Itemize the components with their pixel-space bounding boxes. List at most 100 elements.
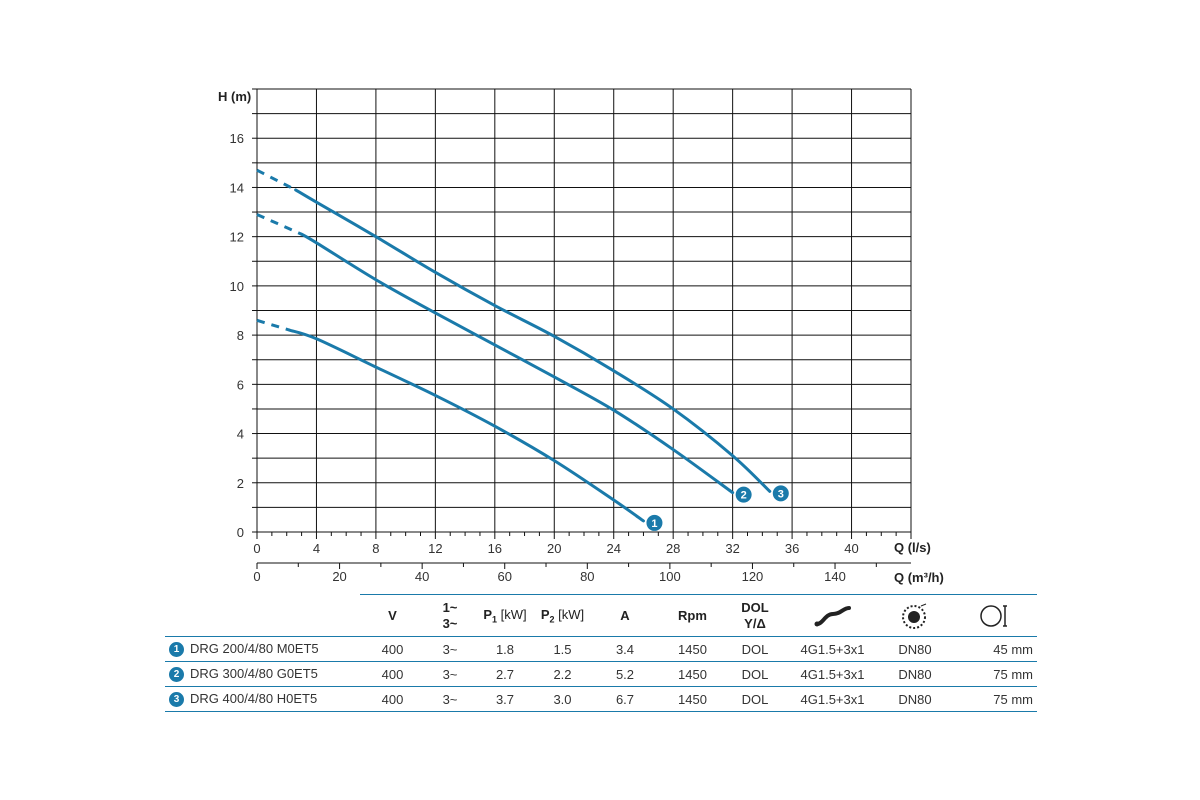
header-phase-top: 1~ bbox=[442, 599, 458, 615]
x-tick-label: 12 bbox=[428, 541, 442, 556]
cell-p2: 3.0 bbox=[535, 686, 590, 712]
cell-a: 5.2 bbox=[590, 661, 660, 687]
y-tick-label: 2 bbox=[237, 476, 244, 491]
x-tick-label: 36 bbox=[785, 541, 799, 556]
model-name: DRG 200/4/80 M0ET5 bbox=[190, 640, 319, 656]
cell-rpm: 1450 bbox=[660, 661, 725, 687]
header-model bbox=[165, 594, 360, 637]
header-p2-label: P bbox=[540, 606, 550, 622]
header-cable bbox=[785, 594, 880, 637]
header-p2-sub: 2 bbox=[549, 614, 555, 625]
model-name: DRG 300/4/80 G0ET5 bbox=[190, 665, 318, 681]
x2-tick-label: 20 bbox=[332, 569, 346, 584]
table-header-row: V 1~ 3~ P1 [kW] P2 [kW] A Rpm DOL Y/Δ bbox=[165, 594, 1037, 637]
series-dashed-segment bbox=[256, 168, 297, 192]
flange-icon bbox=[902, 603, 927, 629]
x2-axis-title: Q (m³/h) bbox=[894, 570, 944, 585]
series-1: 1 bbox=[256, 318, 663, 531]
model-name: DRG 400/4/80 H0ET5 bbox=[190, 690, 318, 706]
x-axis-title: Q (l/s) bbox=[894, 540, 931, 555]
cell-rpm: 1450 bbox=[660, 686, 725, 712]
cell-start: DOL bbox=[725, 661, 785, 687]
table-row: 2 DRG 300/4/80 G0ET5 400 3~ 2.7 2.2 5.2 1450 DOL… bbox=[165, 661, 1037, 687]
cell-cable: 4G1.5+3x1 bbox=[785, 636, 880, 662]
cell-p1: 1.8 bbox=[475, 636, 535, 662]
y-tick-label: 0 bbox=[237, 525, 244, 540]
x2-tick-label: 140 bbox=[824, 569, 846, 584]
series-marker bbox=[646, 514, 663, 531]
table-row: 3 DRG 400/4/80 H0ET5 400 3~ 3.7 3.0 6.7 1450 DOL… bbox=[165, 686, 1037, 712]
cell-phase: 3~ bbox=[425, 661, 475, 687]
x-tick-label: 8 bbox=[372, 541, 379, 556]
model-cell: 1 DRG 200/4/80 M0ET5 bbox=[165, 636, 360, 662]
header-start-top: DOL bbox=[741, 599, 769, 615]
cell-rpm: 1450 bbox=[660, 636, 725, 662]
y-tick-label: 16 bbox=[230, 131, 244, 146]
cell-a: 3.4 bbox=[590, 636, 660, 662]
header-flange bbox=[880, 594, 950, 637]
x2-tick-label: 120 bbox=[742, 569, 764, 584]
cell-flange: DN80 bbox=[880, 661, 950, 687]
header-rpm: Rpm bbox=[660, 594, 725, 637]
cell-phase: 3~ bbox=[425, 636, 475, 662]
cell-v: 400 bbox=[360, 661, 425, 687]
y-tick-label: 10 bbox=[230, 279, 244, 294]
y-axis-title: H (m) bbox=[218, 89, 251, 104]
series-marker-label: 3 bbox=[778, 488, 784, 500]
x2-tick-label: 40 bbox=[415, 569, 429, 584]
series-3: 3 bbox=[256, 168, 789, 502]
free-passage-icon bbox=[979, 604, 1007, 627]
header-current: A bbox=[590, 594, 660, 637]
header-voltage: V bbox=[360, 594, 425, 637]
x-tick-label: 24 bbox=[606, 541, 620, 556]
y-tick-label: 8 bbox=[237, 328, 244, 343]
header-p1-unit: [kW] bbox=[500, 606, 527, 622]
cable-icon bbox=[814, 605, 851, 626]
model-cell: 2 DRG 300/4/80 G0ET5 bbox=[165, 661, 360, 687]
x2-tick-label: 80 bbox=[580, 569, 594, 584]
series-marker-label: 1 bbox=[651, 518, 657, 530]
x2-tick-label: 60 bbox=[497, 569, 511, 584]
cell-cable: 4G1.5+3x1 bbox=[785, 686, 880, 712]
x-tick-label: 20 bbox=[547, 541, 561, 556]
x-tick-label: 0 bbox=[253, 541, 260, 556]
header-phase: 1~ 3~ bbox=[425, 594, 475, 637]
series-2: 2 bbox=[256, 213, 752, 503]
series: 1 2 3 bbox=[256, 168, 789, 531]
header-p1: P1 [kW] bbox=[475, 594, 535, 637]
cell-start: DOL bbox=[725, 636, 785, 662]
header-passage bbox=[950, 594, 1037, 637]
model-cell: 3 DRG 400/4/80 H0ET5 bbox=[165, 686, 360, 712]
header-p2-unit: [kW] bbox=[558, 606, 585, 622]
x-tick-label: 4 bbox=[313, 541, 320, 556]
cell-passage: 45 mm bbox=[950, 636, 1037, 662]
series-curve bbox=[300, 232, 735, 495]
series-marker-label: 2 bbox=[741, 490, 747, 502]
header-p2: P2 [kW] bbox=[535, 594, 590, 637]
header-p1-sub: 1 bbox=[492, 614, 498, 625]
y-tick-label: 4 bbox=[237, 427, 244, 442]
x-tick-label: 32 bbox=[725, 541, 739, 556]
x2-tick-label: 100 bbox=[659, 569, 681, 584]
cell-p1: 3.7 bbox=[475, 686, 535, 712]
cell-v: 400 bbox=[360, 636, 425, 662]
grid bbox=[252, 88, 912, 569]
cell-flange: DN80 bbox=[880, 636, 950, 662]
cell-start: DOL bbox=[725, 686, 785, 712]
x2-tick-label: 0 bbox=[253, 569, 260, 584]
y-tick-label: 6 bbox=[237, 377, 244, 392]
header-phase-bottom: 3~ bbox=[442, 615, 458, 631]
table-row: 1 DRG 200/4/80 M0ET5 400 3~ 1.8 1.5 3.4 1450 DOL… bbox=[165, 636, 1037, 662]
cell-phase: 3~ bbox=[425, 686, 475, 712]
header-p1-label: P bbox=[483, 606, 493, 622]
cell-cable: 4G1.5+3x1 bbox=[785, 661, 880, 687]
cell-v: 400 bbox=[360, 686, 425, 712]
y-tick-label: 14 bbox=[230, 180, 244, 195]
cell-p1: 2.7 bbox=[475, 661, 535, 687]
cell-passage: 75 mm bbox=[950, 686, 1037, 712]
series-marker bbox=[772, 485, 789, 502]
row-number-badge: 1 bbox=[169, 642, 184, 658]
series-marker bbox=[735, 486, 752, 503]
cell-a: 6.7 bbox=[590, 686, 660, 712]
